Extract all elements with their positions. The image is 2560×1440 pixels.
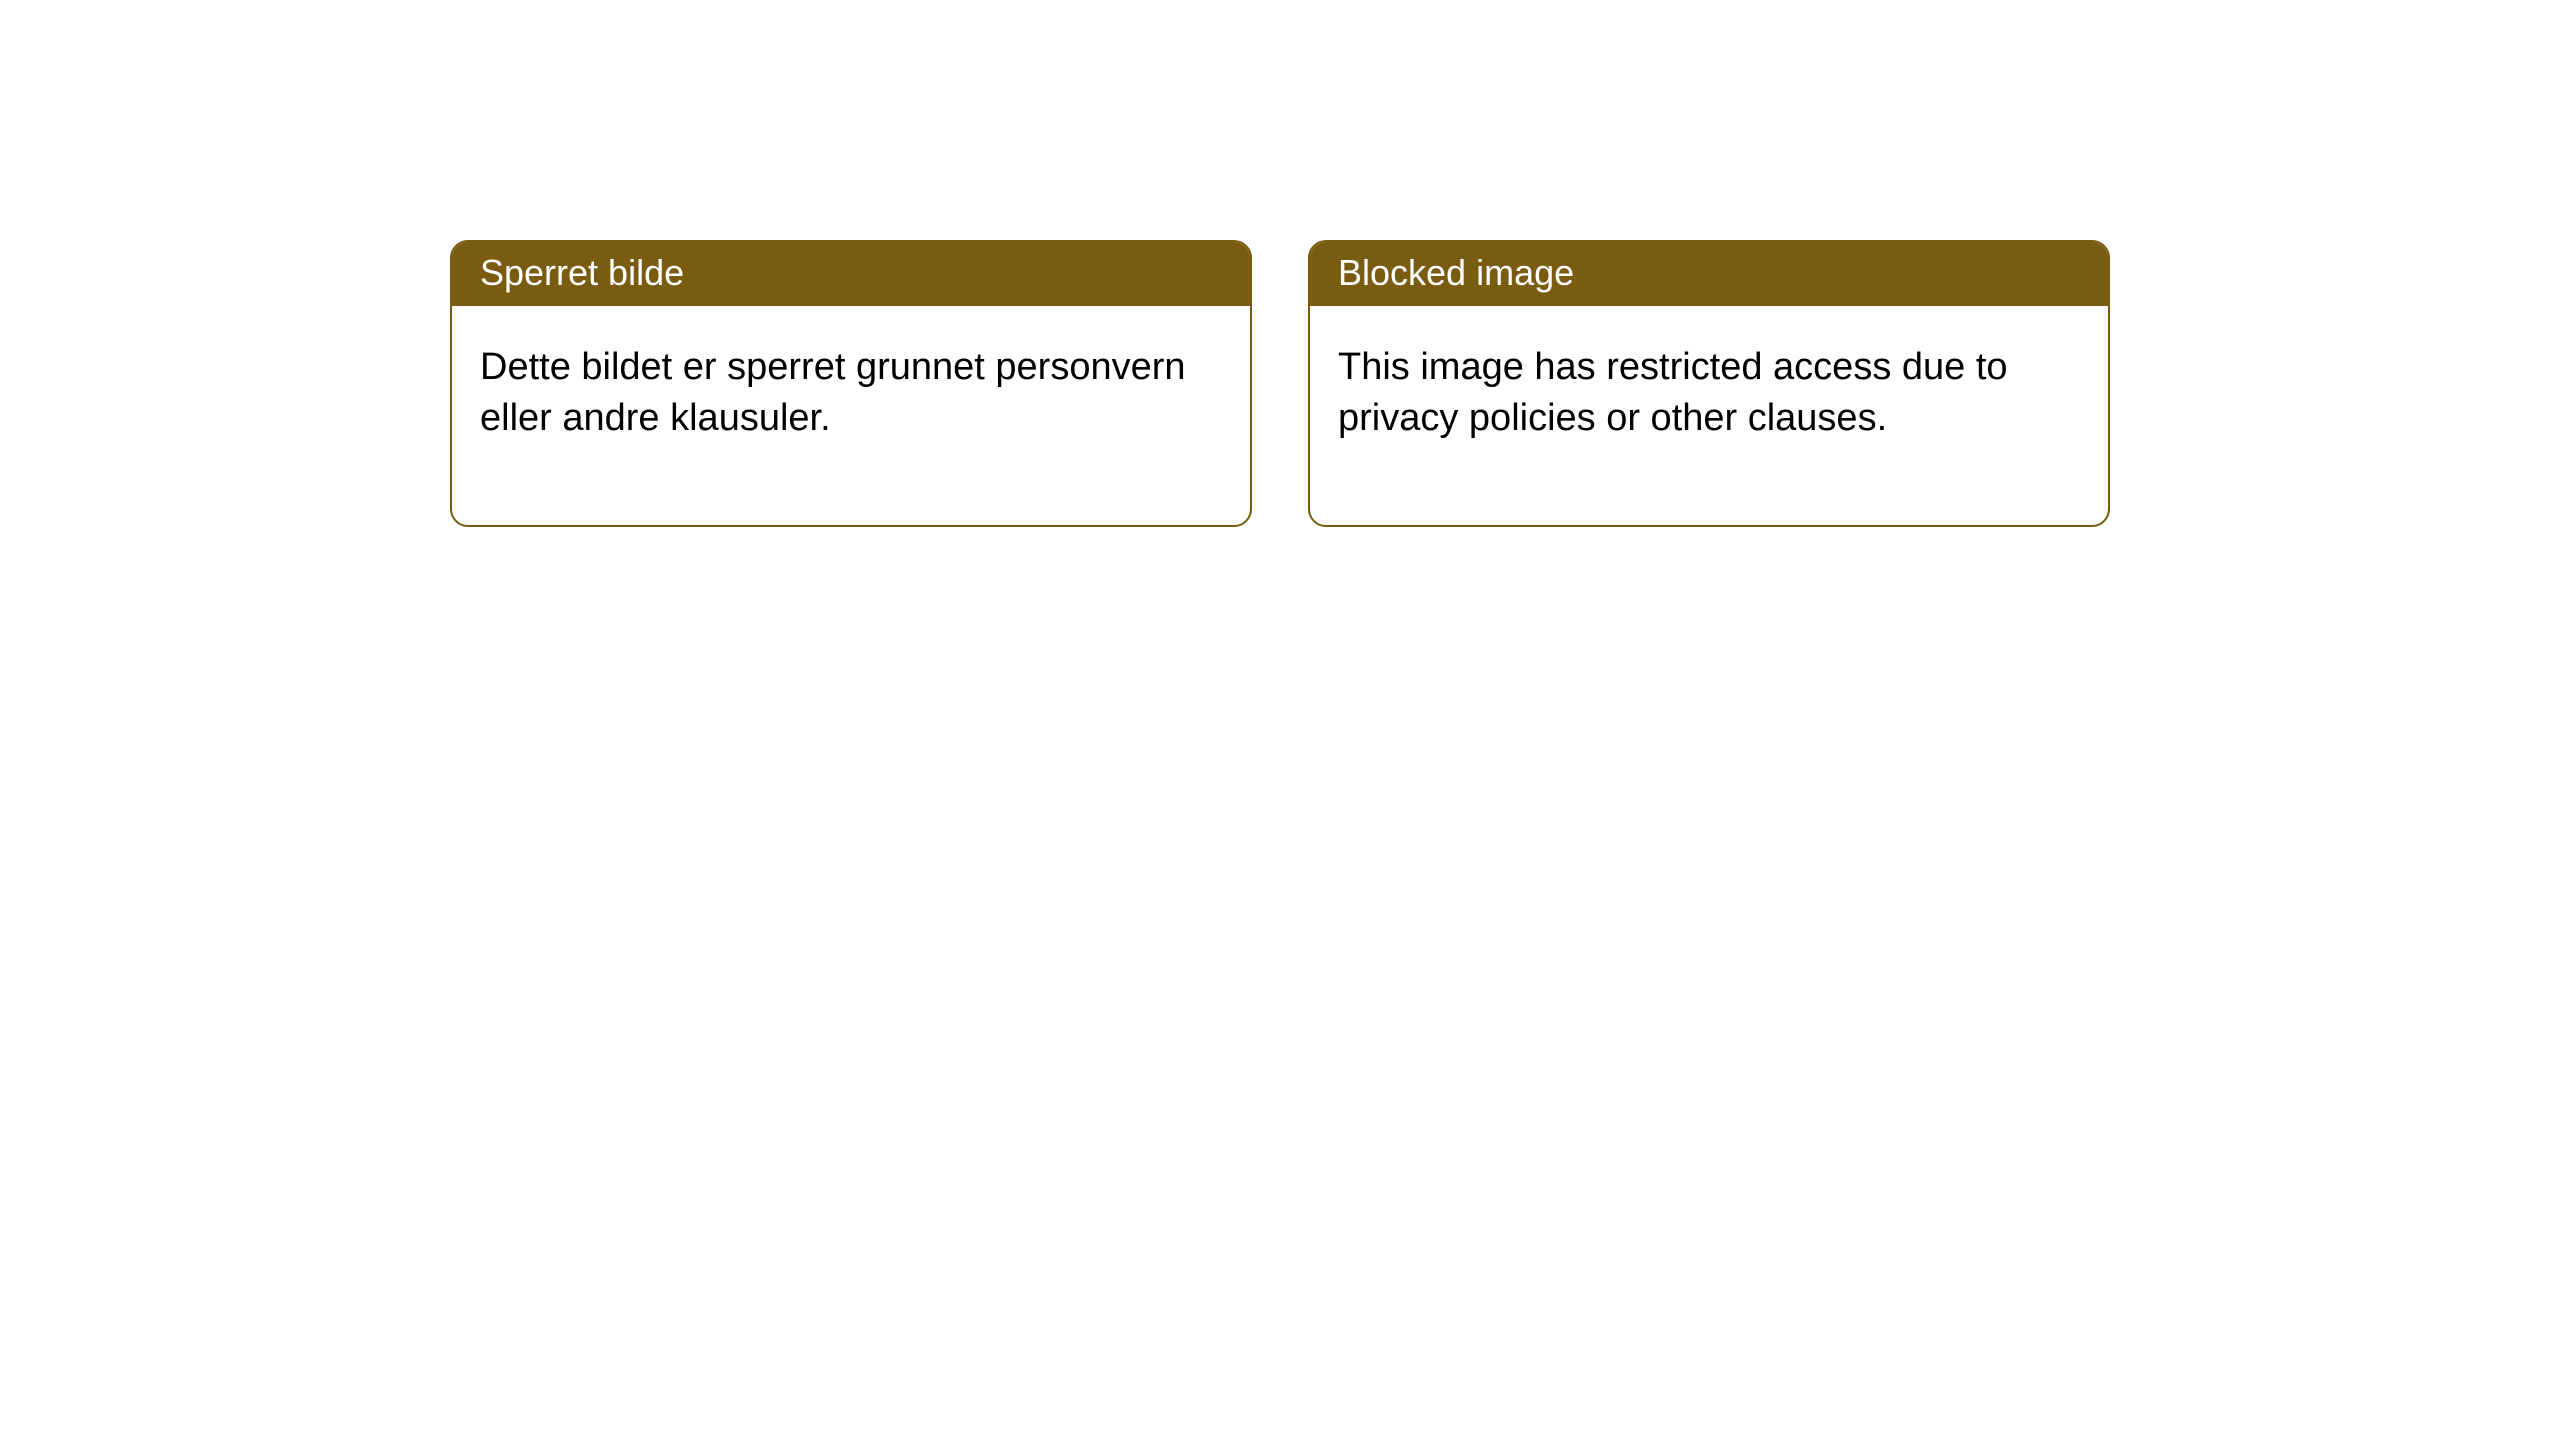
notice-body: Dette bildet er sperret grunnet personve… (452, 306, 1250, 525)
notice-card-norwegian: Sperret bilde Dette bildet er sperret gr… (450, 240, 1252, 527)
notice-header: Blocked image (1310, 242, 2108, 306)
notice-container: Sperret bilde Dette bildet er sperret gr… (0, 0, 2560, 527)
notice-body: This image has restricted access due to … (1310, 306, 2108, 525)
notice-card-english: Blocked image This image has restricted … (1308, 240, 2110, 527)
notice-header: Sperret bilde (452, 242, 1250, 306)
